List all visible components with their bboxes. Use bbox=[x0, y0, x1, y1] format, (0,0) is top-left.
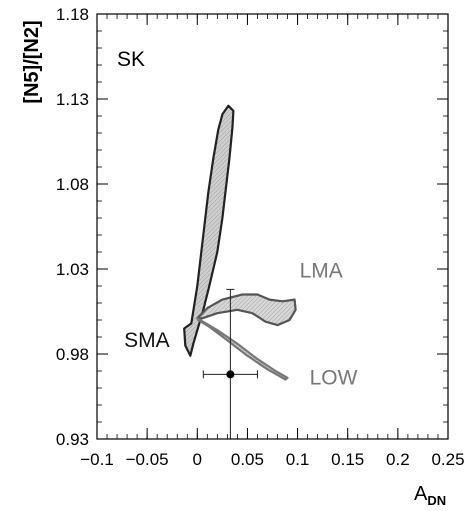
panel-label: SK bbox=[117, 48, 145, 71]
region-label-sma: SMA bbox=[124, 329, 170, 352]
xtick-label: 0.1 bbox=[286, 450, 310, 469]
region-label-lma: LMA bbox=[300, 260, 343, 283]
region-label-low: LOW bbox=[310, 367, 358, 390]
plot-frame bbox=[96, 13, 449, 440]
ytick-label: 1.18 bbox=[56, 5, 89, 24]
point-layer bbox=[202, 288, 258, 439]
x-axis-label-sub: DN bbox=[427, 493, 446, 506]
xtick-label: −0.1 bbox=[80, 450, 114, 469]
ytick-label: 1.13 bbox=[56, 90, 89, 109]
y-axis-label: [N5]/[N2] bbox=[21, 20, 43, 103]
xtick-label: −0.05 bbox=[126, 450, 169, 469]
regions-layer bbox=[183, 104, 297, 381]
ytick-label: 0.93 bbox=[56, 430, 89, 449]
xtick-label: 0.05 bbox=[231, 450, 264, 469]
ytick-label: 1.08 bbox=[56, 175, 89, 194]
measurement-point bbox=[226, 370, 235, 379]
ytick-label: 0.98 bbox=[56, 345, 89, 364]
region-lma bbox=[196, 293, 297, 327]
region-sma bbox=[183, 104, 235, 357]
ticks-layer bbox=[96, 13, 449, 440]
ytick-label: 1.03 bbox=[56, 260, 89, 279]
plot-border bbox=[96, 13, 449, 440]
xtick-label: 0 bbox=[193, 450, 202, 469]
xtick-label: 0.2 bbox=[386, 450, 410, 469]
xtick-label: 0.15 bbox=[331, 450, 364, 469]
labels-layer: SMA LMA LOW −0.1 −0.05 0 0.05 0.1 0.15 0.2 0.25 0.9… bbox=[21, 5, 465, 508]
region-low bbox=[196, 317, 289, 381]
xtick-label: 0.25 bbox=[431, 450, 464, 469]
x-axis-label: ADN bbox=[414, 483, 446, 506]
